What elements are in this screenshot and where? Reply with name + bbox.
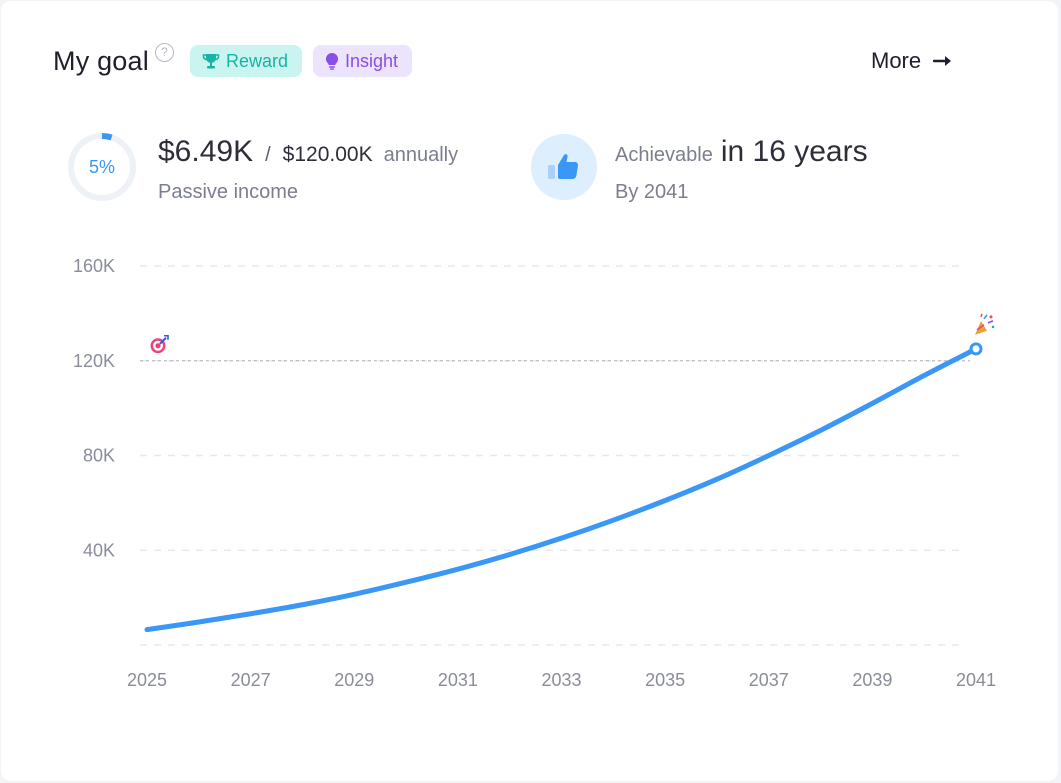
insight-button[interactable]: Insight (312, 45, 413, 77)
income-subtitle: Passive income (158, 181, 299, 203)
y-tick-label: 120K (73, 351, 115, 371)
income-summary: $6.49K / $120.00K annually (158, 135, 458, 169)
income-separator: / (265, 144, 271, 166)
card-header: My goal ? Reward Insight (53, 41, 413, 81)
x-tick-label: 2041 (956, 670, 996, 690)
insight-label: Insight (344, 50, 399, 71)
y-tick-label: 80K (83, 446, 115, 466)
lightbulb-icon (325, 52, 339, 70)
more-label: More (871, 48, 922, 73)
arrow-right-icon (933, 54, 953, 68)
reward-label: Reward (225, 50, 288, 71)
x-tick-label: 2025 (127, 670, 167, 690)
progress-ring (68, 133, 136, 201)
achievable-years: in 16 years (720, 135, 868, 168)
more-link[interactable]: More (871, 45, 953, 77)
question-circle-icon[interactable]: ? (154, 42, 174, 62)
x-tick-label: 2039 (852, 670, 892, 690)
current-income: $6.49K (158, 135, 254, 168)
trophy-icon (202, 52, 220, 70)
x-tick-label: 2033 (541, 670, 581, 690)
income-period: annually (383, 144, 459, 166)
x-tick-label: 2035 (645, 670, 685, 690)
page-title: My goal (53, 45, 149, 76)
x-tick-label: 2031 (438, 670, 478, 690)
x-tick-label: 2029 (334, 670, 374, 690)
achievable-label: Achievable (615, 144, 713, 166)
y-tick-label: 160K (73, 256, 115, 276)
y-tick-label: 40K (83, 540, 115, 560)
achievable-summary: Achievable in 16 years (615, 135, 868, 169)
end-point-marker[interactable] (969, 342, 983, 356)
achievable-by-year: By 2041 (615, 181, 689, 203)
party-popper-icon (975, 313, 995, 335)
x-tick-label: 2037 (749, 670, 789, 690)
x-tick-label: 2027 (231, 670, 271, 690)
thumbs-up-icon (547, 152, 581, 182)
target-income: $120.00K (282, 143, 373, 166)
progress-percent: 5% (88, 156, 115, 177)
series-line (144, 346, 979, 633)
thumbs-up-badge (531, 134, 597, 200)
reward-button[interactable]: Reward (189, 45, 302, 77)
target-icon (150, 334, 169, 354)
